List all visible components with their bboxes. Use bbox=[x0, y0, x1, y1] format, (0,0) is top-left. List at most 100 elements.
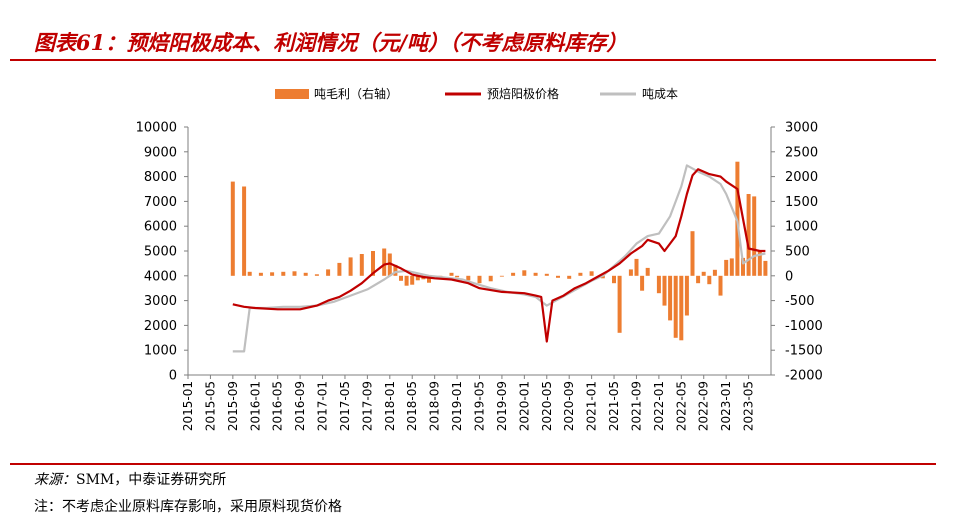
chart-title: 图表61：预焙阳极成本、利润情况（元/吨）（不考虑原料库存） bbox=[34, 30, 628, 55]
chart: 吨毛利（右轴） 预焙阳极价格 吨成本 010002000300040005000… bbox=[136, 86, 823, 432]
profit-bar bbox=[393, 264, 398, 276]
profit-bar bbox=[556, 275, 560, 278]
profit-bar bbox=[522, 270, 527, 276]
profit-bar bbox=[337, 262, 342, 276]
profit-bar bbox=[499, 275, 504, 277]
profit-bar bbox=[757, 251, 762, 276]
profit-bar bbox=[696, 275, 701, 284]
profit-bars bbox=[230, 161, 768, 341]
profit-bar bbox=[449, 272, 454, 276]
x-tick-label: 2019-09 bbox=[495, 381, 509, 431]
profit-bar bbox=[701, 271, 706, 276]
profit-bar bbox=[415, 275, 420, 281]
profit-bar bbox=[387, 253, 392, 276]
x-tick-label: 2022-09 bbox=[697, 381, 711, 431]
profit-bar bbox=[684, 275, 689, 316]
profit-bar bbox=[752, 196, 757, 276]
right-tick-label: -2000 bbox=[785, 369, 823, 384]
profit-bar bbox=[617, 275, 622, 333]
x-tick-label: 2019-01 bbox=[450, 381, 464, 431]
price-line bbox=[232, 168, 766, 343]
profit-bar bbox=[679, 275, 684, 341]
right-tick-label: 1000 bbox=[785, 220, 818, 235]
left-tick-label: 10000 bbox=[136, 121, 177, 136]
profit-bar bbox=[690, 231, 695, 276]
x-tick-label: 2015-05 bbox=[203, 381, 217, 431]
profit-bar bbox=[640, 275, 645, 291]
profit-bar bbox=[427, 275, 431, 283]
x-tick-label: 2021-01 bbox=[585, 381, 599, 431]
right-tick-label: 1500 bbox=[785, 195, 818, 210]
left-tick-label: 2000 bbox=[144, 319, 177, 334]
profit-bar bbox=[230, 181, 235, 276]
profit-bar bbox=[662, 275, 667, 306]
profit-bar bbox=[628, 269, 633, 276]
note-line: 注：不考虑企业原料库存影响，采用原料现货价格 bbox=[34, 496, 342, 516]
x-tick-label: 2022-05 bbox=[674, 381, 688, 431]
profit-bar bbox=[455, 275, 460, 278]
legend-label-profit: 吨毛利（右轴） bbox=[314, 86, 398, 101]
profit-bar bbox=[326, 269, 331, 276]
profit-bar bbox=[371, 251, 375, 276]
x-tick-label: 2017-09 bbox=[360, 381, 374, 431]
left-tick-label: 9000 bbox=[144, 145, 177, 160]
profit-bar bbox=[741, 257, 745, 276]
profit-bar bbox=[399, 275, 403, 281]
x-tick-label: 2015-01 bbox=[181, 381, 195, 431]
left-tick-label: 1000 bbox=[144, 344, 177, 359]
profit-bar bbox=[729, 258, 734, 276]
profit-bar bbox=[359, 254, 364, 276]
left-tick-label: 3000 bbox=[144, 294, 177, 309]
left-tick-label: 8000 bbox=[144, 170, 177, 185]
x-tick-label: 2022-01 bbox=[652, 381, 666, 431]
x-tick-label: 2017-05 bbox=[338, 381, 352, 431]
profit-bar bbox=[656, 275, 661, 294]
profit-bar bbox=[477, 275, 482, 284]
profit-bar bbox=[511, 272, 516, 276]
x-tick-label: 2018-09 bbox=[428, 381, 442, 431]
x-tick-label: 2021-09 bbox=[629, 381, 643, 431]
x-tick-label: 2020-09 bbox=[562, 381, 576, 431]
profit-bar bbox=[612, 275, 616, 284]
profit-bar bbox=[634, 258, 639, 276]
right-tick-label: 2500 bbox=[785, 145, 818, 160]
right-tick-label: -1500 bbox=[785, 344, 823, 359]
profit-bar bbox=[382, 248, 387, 276]
profit-bar bbox=[746, 194, 751, 276]
profit-bar bbox=[567, 275, 572, 279]
profit-bar bbox=[712, 269, 717, 276]
x-tick-label: 2018-05 bbox=[405, 381, 419, 431]
x-tick-label: 2023-01 bbox=[719, 381, 733, 431]
left-tick-label: 0 bbox=[169, 369, 177, 384]
legend-swatch-profit bbox=[275, 89, 309, 99]
cost-line bbox=[232, 164, 766, 353]
profit-bar bbox=[247, 271, 252, 276]
profit-bar bbox=[270, 272, 275, 276]
profit-bar bbox=[488, 275, 493, 282]
left-tick-label: 4000 bbox=[144, 269, 177, 284]
x-tick-label: 2015-09 bbox=[226, 381, 240, 431]
left-tick-label: 6000 bbox=[144, 220, 177, 235]
axes: 0100020003000400050006000700080009000100… bbox=[136, 121, 823, 432]
note-text: 不考虑企业原料库存影响，采用原料现货价格 bbox=[62, 499, 342, 515]
right-tick-label: -1000 bbox=[785, 319, 823, 334]
profit-bar bbox=[724, 259, 729, 276]
profit-bar bbox=[763, 260, 768, 276]
profit-bar bbox=[600, 275, 605, 279]
profit-bar bbox=[668, 275, 673, 321]
profit-bar bbox=[673, 275, 678, 338]
profit-bar bbox=[348, 257, 353, 276]
x-tick-label: 2016-05 bbox=[271, 381, 285, 431]
x-tick-label: 2020-05 bbox=[540, 381, 554, 431]
profit-bar bbox=[544, 273, 549, 276]
profit-bar bbox=[292, 271, 297, 276]
line-series bbox=[232, 164, 766, 353]
source-line: 来源：SMM，中泰证券研究所 bbox=[34, 469, 226, 489]
x-tick-label: 2020-01 bbox=[517, 381, 531, 431]
x-tick-label: 2023-05 bbox=[742, 381, 756, 431]
profit-bar bbox=[578, 272, 583, 276]
profit-bar bbox=[533, 272, 538, 276]
legend: 吨毛利（右轴） 预焙阳极价格 吨成本 bbox=[275, 86, 678, 101]
profit-bar bbox=[645, 267, 650, 276]
note-label: 注： bbox=[34, 499, 62, 515]
